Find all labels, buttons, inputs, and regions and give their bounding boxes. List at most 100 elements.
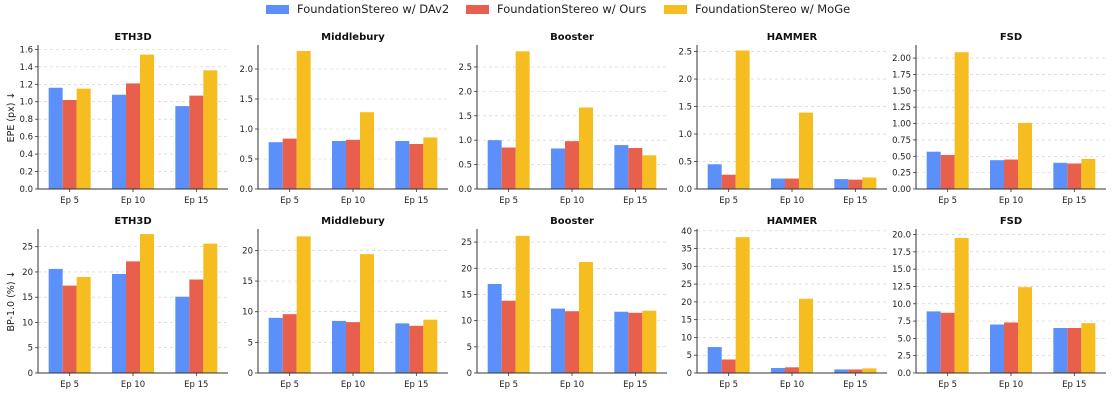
y-tick-label: 0.5	[239, 155, 253, 165]
x-tick-label: Ep 15	[184, 380, 208, 390]
x-tick-label: Ep 15	[404, 380, 428, 390]
x-tick-label: Ep 10	[121, 196, 145, 206]
bar-fsd-epe-s2-c2	[1081, 158, 1096, 189]
bar-booster-bp-s0-c0	[487, 283, 502, 373]
bar-fsd-bp-s2-c2	[1081, 323, 1096, 373]
y-tick-label: 2.5	[678, 48, 692, 58]
x-tick-label: Ep 10	[780, 196, 804, 206]
bar-middlebury-epe-s2-c0	[296, 51, 311, 189]
bar-booster-epe-s2-c0	[515, 51, 530, 189]
bar-middlebury-bp-s0-c2	[395, 323, 410, 373]
bar-eth3d-epe-s1-c1	[126, 83, 140, 189]
bar-booster-epe-s2-c1	[579, 107, 593, 189]
legend-item-dav2: FoundationStereo w/ DAv2	[266, 2, 449, 16]
bar-fsd-bp-s1-c1	[1004, 322, 1018, 373]
bar-middlebury-bp-s2-c2	[423, 319, 438, 373]
bar-hammer-bp-s1-c0	[721, 359, 736, 373]
chart-fsd-bp: 0.0 2.5 5.0 7.5 10.0 12.5 15.0 17.5 20.0 Ep 5 Ep 1…	[892, 216, 1106, 390]
y-axis-label: BP-1.0 (%) ↓	[6, 270, 17, 331]
y-tick-label: 0.2	[19, 168, 33, 178]
y-tick-label: 0.0	[678, 185, 692, 195]
bar-hammer-epe-s0-c2	[834, 179, 849, 189]
y-tick-label: 1.25	[892, 103, 911, 113]
bar-middlebury-epe-s1-c2	[409, 144, 424, 189]
y-tick-label: 35	[681, 245, 692, 255]
bar-eth3d-bp-s1-c2	[189, 279, 204, 373]
bar-fsd-epe-s1-c2	[1067, 163, 1082, 189]
y-tick-label: 5.0	[897, 334, 911, 344]
bar-fsd-epe-s0-c0	[926, 151, 941, 189]
bar-middlebury-bp-s2-c0	[296, 236, 311, 373]
y-tick-label: 17.5	[892, 248, 911, 258]
y-tick-label: 2.0	[239, 65, 253, 75]
bar-fsd-epe-s0-c2	[1053, 162, 1068, 189]
legend: FoundationStereo w/ DAv2 FoundationStere…	[0, 0, 1116, 20]
x-tick-label: Ep 5	[938, 380, 957, 390]
bar-eth3d-bp-s2-c1	[140, 234, 154, 373]
bar-fsd-bp-s1-c2	[1067, 328, 1082, 373]
bar-booster-bp-s0-c1	[551, 308, 565, 373]
y-tick-label: 25	[461, 238, 472, 248]
bar-eth3d-epe-s1-c0	[62, 99, 77, 189]
y-tick-label: 10	[22, 318, 33, 328]
y-tick-label: 20	[242, 246, 253, 256]
x-tick-label: Ep 15	[623, 380, 647, 390]
legend-label-moge: FoundationStereo w/ MoGe	[695, 2, 851, 16]
bar-middlebury-epe-s0-c1	[332, 141, 346, 189]
x-tick-label: Ep 5	[719, 196, 738, 206]
y-tick-label: 1.0	[458, 136, 472, 146]
y-tick-label: 0.0	[458, 185, 472, 195]
y-tick-label: 0.0	[19, 185, 33, 195]
x-tick-label: Ep 15	[843, 380, 867, 390]
y-tick-label: 1.4	[19, 63, 33, 73]
bar-middlebury-epe-s0-c0	[268, 142, 283, 189]
y-tick-label: 12.5	[892, 282, 911, 292]
y-tick-label: 0.00	[892, 185, 911, 195]
y-tick-label: 1.5	[239, 95, 253, 105]
chart-middlebury-bp: 0 5 10 15 20 Ep 5 Ep 10 Ep 15 Middlebury	[242, 216, 448, 390]
y-tick-label: 1.2	[19, 80, 33, 90]
y-tick-label: 20.0	[892, 231, 911, 241]
chart-eth3d-epe: 0.0 0.2 0.4 0.6 0.8 1.0 1.2 1.4 1.6 Ep 5 Ep 10 Ep 1…	[6, 32, 228, 206]
bar-booster-bp-s2-c1	[579, 261, 593, 373]
legend-label-ours: FoundationStereo w/ Ours	[497, 2, 647, 16]
bar-eth3d-epe-s1-c2	[189, 95, 204, 189]
y-tick-label: 15	[242, 277, 253, 287]
chart-hammer-epe: 0.0 0.5 1.0 1.5 2.0 2.5 Ep 5 Ep 10 Ep 15 HAMMER	[678, 32, 887, 206]
bar-booster-epe-s2-c2	[642, 155, 657, 189]
chart-title: HAMMER	[767, 32, 818, 43]
x-tick-label: Ep 15	[404, 196, 428, 206]
x-tick-label: Ep 10	[341, 380, 365, 390]
bar-fsd-bp-s2-c0	[954, 238, 969, 373]
x-tick-label: Ep 10	[780, 380, 804, 390]
y-tick-label: 30	[681, 262, 692, 272]
chart-title: HAMMER	[767, 216, 818, 227]
chart-title: Middlebury	[321, 32, 385, 43]
bar-middlebury-epe-s1-c1	[346, 139, 360, 189]
bar-eth3d-epe-s2-c0	[76, 88, 91, 189]
y-tick-label: 0.6	[19, 133, 33, 143]
y-tick-label: 0.75	[892, 136, 911, 146]
y-tick-label: 10.0	[892, 300, 911, 310]
bar-hammer-epe-s1-c1	[785, 178, 799, 189]
x-tick-label: Ep 15	[1062, 380, 1086, 390]
bar-hammer-epe-s2-c2	[862, 177, 877, 189]
bar-booster-epe-s1-c0	[501, 147, 516, 189]
bar-booster-bp-s2-c0	[515, 235, 530, 373]
y-tick-label: 5	[687, 351, 692, 361]
x-tick-label: Ep 15	[1062, 196, 1086, 206]
bar-middlebury-epe-s2-c2	[423, 137, 438, 189]
x-tick-label: Ep 5	[280, 380, 299, 390]
chart-booster-bp: 0 5 10 15 20 25 Ep 5 Ep 10 Ep 15 Booster	[461, 216, 667, 390]
y-tick-label: 0	[467, 369, 472, 379]
y-tick-label: 2.00	[892, 54, 911, 64]
bar-hammer-epe-s0-c0	[707, 164, 722, 189]
bar-middlebury-epe-s0-c2	[395, 141, 410, 189]
bar-eth3d-epe-s2-c2	[203, 70, 218, 189]
x-tick-label: Ep 10	[341, 196, 365, 206]
bar-fsd-epe-s2-c0	[954, 52, 969, 190]
y-tick-label: 10	[242, 308, 253, 318]
chart-fsd-epe: 0.00 0.25 0.50 0.75 1.00 1.25 1.50 1.75 2.00 Ep 5…	[892, 32, 1106, 206]
y-tick-label: 0.4	[19, 150, 33, 160]
bar-hammer-epe-s0-c1	[771, 178, 785, 189]
